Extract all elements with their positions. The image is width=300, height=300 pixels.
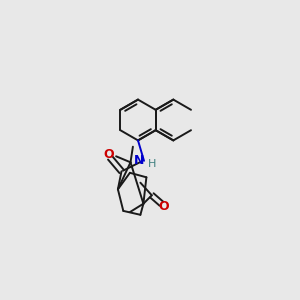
Text: O: O [158,200,169,213]
Text: O: O [103,148,114,161]
Text: H: H [148,159,157,169]
Text: N: N [134,154,145,167]
